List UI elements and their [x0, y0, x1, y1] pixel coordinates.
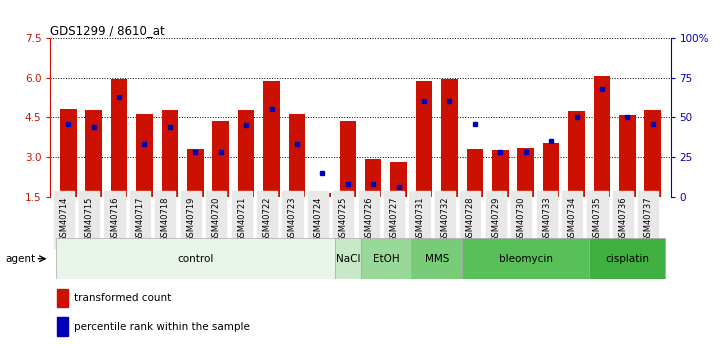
- Bar: [390, 162, 407, 197]
- Text: GSM40719: GSM40719: [186, 197, 195, 242]
- Bar: [213, 121, 229, 197]
- Text: EtOH: EtOH: [373, 254, 399, 264]
- Bar: [645, 110, 661, 197]
- Bar: [416, 81, 433, 197]
- Bar: [619, 116, 636, 197]
- Text: GDS1299 / 8610_at: GDS1299 / 8610_at: [50, 24, 165, 37]
- Text: GSM40716: GSM40716: [110, 197, 119, 242]
- FancyBboxPatch shape: [56, 238, 335, 279]
- Text: GSM40727: GSM40727: [389, 197, 399, 242]
- Bar: [238, 110, 255, 197]
- Bar: [187, 148, 203, 197]
- Text: bleomycin: bleomycin: [499, 254, 553, 264]
- Text: GSM40723: GSM40723: [288, 197, 297, 242]
- Text: agent: agent: [5, 254, 35, 264]
- Text: transformed count: transformed count: [74, 293, 172, 303]
- Bar: [111, 79, 128, 197]
- Bar: [543, 143, 559, 197]
- Text: GSM40728: GSM40728: [466, 197, 475, 242]
- Text: GSM40726: GSM40726: [364, 197, 373, 242]
- Text: GSM40725: GSM40725: [339, 197, 348, 242]
- Bar: [365, 159, 381, 197]
- Bar: [162, 110, 178, 197]
- Text: GSM40721: GSM40721: [237, 197, 246, 242]
- Text: GSM40731: GSM40731: [415, 197, 424, 242]
- Bar: [57, 289, 68, 307]
- Text: GSM40724: GSM40724: [314, 197, 322, 242]
- Bar: [466, 148, 483, 197]
- Bar: [492, 150, 508, 197]
- Bar: [57, 317, 68, 336]
- Text: GSM40732: GSM40732: [441, 197, 449, 242]
- FancyBboxPatch shape: [360, 238, 411, 279]
- Text: GSM40734: GSM40734: [567, 197, 577, 242]
- Text: GSM40717: GSM40717: [136, 197, 144, 242]
- Bar: [263, 81, 280, 197]
- Text: GSM40720: GSM40720: [212, 197, 221, 242]
- Text: GSM40733: GSM40733: [542, 197, 551, 242]
- Bar: [441, 79, 458, 197]
- Text: control: control: [177, 254, 213, 264]
- Text: GSM40714: GSM40714: [59, 197, 68, 242]
- Text: GSM40729: GSM40729: [491, 197, 500, 242]
- Bar: [60, 109, 76, 197]
- Text: GSM40735: GSM40735: [593, 197, 602, 242]
- Text: cisplatin: cisplatin: [606, 254, 650, 264]
- Bar: [518, 148, 534, 197]
- Text: percentile rank within the sample: percentile rank within the sample: [74, 322, 250, 332]
- Bar: [340, 121, 356, 197]
- Bar: [85, 110, 102, 197]
- Text: NaCl: NaCl: [335, 254, 360, 264]
- Bar: [288, 114, 305, 197]
- Bar: [136, 114, 153, 197]
- Text: GSM40737: GSM40737: [644, 197, 653, 242]
- Text: GSM40722: GSM40722: [262, 197, 272, 242]
- Bar: [568, 111, 585, 197]
- FancyBboxPatch shape: [462, 238, 589, 279]
- FancyBboxPatch shape: [589, 238, 665, 279]
- Text: MMS: MMS: [425, 254, 449, 264]
- Bar: [314, 193, 331, 197]
- Bar: [593, 76, 610, 197]
- FancyBboxPatch shape: [411, 238, 462, 279]
- Text: GSM40718: GSM40718: [161, 197, 170, 242]
- FancyBboxPatch shape: [335, 238, 360, 279]
- Text: GSM40730: GSM40730: [517, 197, 526, 242]
- Text: GSM40715: GSM40715: [84, 197, 94, 242]
- Text: GSM40736: GSM40736: [619, 197, 627, 242]
